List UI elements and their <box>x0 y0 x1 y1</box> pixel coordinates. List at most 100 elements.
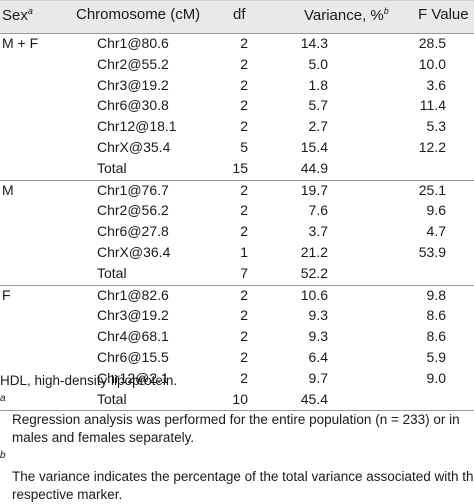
header-sex-footnote-mark: a <box>27 6 33 16</box>
header-variance-footnote-mark: b <box>383 6 389 16</box>
table-row: Chr3@19.2 2 1.8 3.6 <box>0 76 474 97</box>
cell-sex: F <box>2 286 11 303</box>
header-f-value: F Value <box>418 6 469 23</box>
table-header: Sexa Chromosome (cM) df Variance, %b F V… <box>0 0 474 34</box>
cell-variance: 9.3 <box>308 307 328 324</box>
table-row: Total 15 44.9 <box>0 159 474 180</box>
table-row: F Chr1@82.6 2 10.6 9.8 <box>0 286 474 307</box>
cell-df: 2 <box>240 348 248 365</box>
footnote-b-line1: The variance indicates the percentage of… <box>12 469 474 484</box>
cell-variance: 9.3 <box>308 328 328 345</box>
cell-chromosome: Chr6@30.8 <box>97 97 169 114</box>
cell-df: 2 <box>240 223 248 240</box>
table-footnotes: HDL, high-density lipoprotein. a Regress… <box>0 372 474 504</box>
cell-variance: 10.6 <box>300 286 328 303</box>
cell-variance: 45.4 <box>300 390 328 407</box>
footnote-abbreviation: HDL, high-density lipoprotein. <box>0 373 178 388</box>
cell-variance: 9.7 <box>308 369 328 386</box>
header-chromosome: Chromosome (cM) <box>76 6 201 23</box>
cell-df: 2 <box>240 35 248 51</box>
table-group: M Chr1@76.7 2 19.7 25.1 Chr2@56.2 2 7.6 9.6 Chr6@… <box>0 179 474 285</box>
cell-df: 2 <box>240 118 248 135</box>
table-row: M Chr1@76.7 2 19.7 25.1 <box>0 181 474 202</box>
cell-f-value: 9.6 <box>426 202 446 219</box>
table-body: M + F Chr1@80.6 2 14.3 28.5 Chr2@55.2 2 5.0 10.0… <box>0 34 474 410</box>
cell-df: 10 <box>232 390 248 407</box>
cell-df: 5 <box>240 138 248 155</box>
cell-chromosome: Chr1@80.6 <box>97 35 169 51</box>
cell-df: 2 <box>240 76 248 93</box>
cell-chromosome: Chr6@15.5 <box>97 348 169 365</box>
table-row: Chr6@15.5 2 6.4 5.9 <box>0 348 474 369</box>
cell-f-value: 9.0 <box>426 369 446 386</box>
cell-chromosome: Chr4@68.1 <box>97 328 169 345</box>
cell-chromosome: Chr1@76.7 <box>97 181 169 198</box>
data-table: Sexa Chromosome (cM) df Variance, %b F V… <box>0 0 474 412</box>
cell-chromosome: Chr3@19.2 <box>97 307 169 324</box>
cell-variance: 44.9 <box>300 159 328 176</box>
cell-f-value: 5.3 <box>426 118 446 135</box>
cell-df: 2 <box>240 286 248 303</box>
cell-variance: 5.7 <box>308 97 328 114</box>
header-sex-label: Sex <box>2 7 28 24</box>
cell-df: 2 <box>240 181 248 198</box>
cell-chromosome: Chr3@19.2 <box>97 76 169 93</box>
header-df: df <box>233 6 246 23</box>
cell-f-value: 28.5 <box>418 35 446 51</box>
footnote-a: a <box>0 390 474 411</box>
header-variance-label: Variance, % <box>304 7 384 24</box>
footnote-a-line1: Regression analysis was performed for th… <box>12 412 460 427</box>
cell-df: 2 <box>240 202 248 219</box>
table-row: Chr3@19.2 2 9.3 8.6 <box>0 306 474 327</box>
cell-chromosome: Chr2@56.2 <box>97 202 169 219</box>
footnote-a-mark: a <box>0 393 6 404</box>
cell-chromosome: Chr12@2.1 <box>97 369 169 386</box>
cell-df: 1 <box>240 243 248 260</box>
cell-chromosome: Total <box>97 264 127 281</box>
table-row: Chr2@55.2 2 5.0 10.0 <box>0 55 474 76</box>
cell-f-value: 53.9 <box>418 243 446 260</box>
cell-chromosome: Total <box>97 390 127 407</box>
cell-f-value: 3.6 <box>426 76 446 93</box>
table-row: M + F Chr1@80.6 2 14.3 28.5 <box>0 34 474 55</box>
footnote-b-line2: respective marker. <box>12 487 123 502</box>
cell-f-value: 11.4 <box>419 97 446 114</box>
footnote-a-line2: males and females separately. <box>12 430 195 445</box>
table-row: Total 7 52.2 <box>0 264 474 285</box>
table-row: Chr4@68.1 2 9.3 8.6 <box>0 327 474 348</box>
cell-df: 2 <box>240 97 248 114</box>
cell-variance: 3.7 <box>308 223 328 240</box>
footnote-b-mark: b <box>0 450 6 461</box>
table-group: M + F Chr1@80.6 2 14.3 28.5 Chr2@55.2 2 5.0 10.0… <box>0 34 474 180</box>
cell-f-value: 8.6 <box>426 307 446 324</box>
cell-variance: 2.7 <box>308 118 328 135</box>
table-group: F Chr1@82.6 2 10.6 9.8 Chr3@19.2 2 9.3 8.6 Chr4@6… <box>0 284 474 411</box>
cell-variance: 7.6 <box>308 202 328 219</box>
cell-variance: 52.2 <box>300 264 328 281</box>
cell-chromosome: Chr6@27.8 <box>97 223 169 240</box>
cell-f-value: 4.7 <box>426 223 446 240</box>
cell-variance: 21.2 <box>300 243 328 260</box>
table-row: ChrX@36.4 1 21.2 53.9 <box>0 243 474 264</box>
cell-f-value: 25.1 <box>418 181 446 198</box>
header-sex: Sexa <box>2 6 33 24</box>
cell-variance: 5.0 <box>308 55 328 72</box>
table-row: Chr12@18.1 2 2.7 5.3 <box>0 117 474 138</box>
cell-chromosome: Total <box>97 159 127 176</box>
cell-chromosome: Chr1@82.6 <box>97 286 169 303</box>
table-row: Chr2@56.2 2 7.6 9.6 <box>0 201 474 222</box>
cell-variance: 15.4 <box>300 138 328 155</box>
table-row: Chr6@27.8 2 3.7 4.7 <box>0 222 474 243</box>
cell-variance: 19.7 <box>300 181 328 198</box>
cell-f-value: 5.9 <box>426 348 446 365</box>
table-row: Chr6@30.8 2 5.7 11.4 <box>0 96 474 117</box>
cell-df: 2 <box>240 369 248 386</box>
table-row: Chr12@2.1 2 9.7 9.0 <box>0 369 474 390</box>
cell-df: 7 <box>240 264 248 281</box>
cell-chromosome: Chr12@18.1 <box>97 118 177 135</box>
cell-chromosome: Chr2@55.2 <box>97 55 169 72</box>
cell-chromosome: ChrX@36.4 <box>97 243 171 260</box>
cell-variance: 1.8 <box>308 76 328 93</box>
cell-f-value: 12.2 <box>418 138 446 155</box>
footnote-b: b <box>0 447 474 468</box>
